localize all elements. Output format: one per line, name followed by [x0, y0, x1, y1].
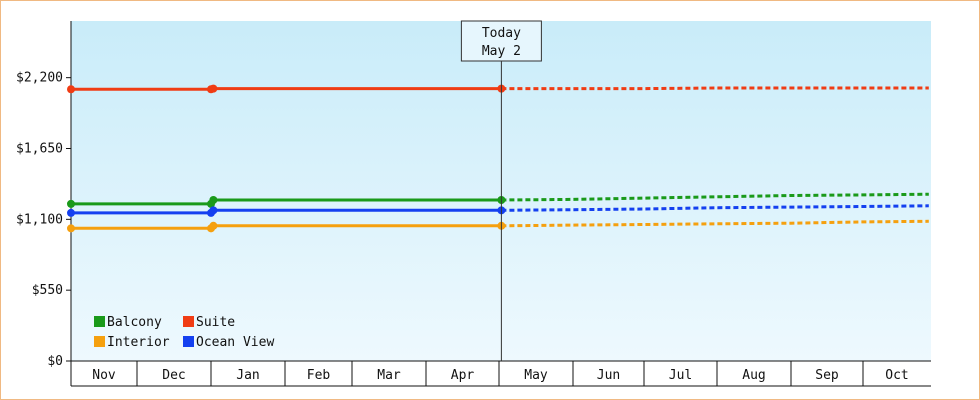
x-tick-label: Sep — [815, 368, 839, 383]
legend-label: Ocean View — [196, 335, 274, 350]
data-point — [67, 85, 75, 94]
x-tick-label: Jan — [236, 368, 259, 383]
legend-swatch — [94, 336, 105, 347]
x-tick-label: Dec — [162, 368, 185, 383]
data-point — [67, 208, 75, 217]
legend-label: Balcony — [107, 315, 162, 330]
y-tick-label: $0 — [47, 354, 63, 369]
y-tick-label: $1,650 — [16, 142, 63, 157]
x-tick-label: May — [524, 368, 548, 383]
series-projection-2 — [501, 219, 929, 228]
data-point — [67, 199, 75, 208]
axes: $0 $550 $1,100 $1,650 $2,200 Nov Dec Jan Feb Mar A… — [16, 21, 931, 387]
data-point — [67, 224, 75, 233]
today-label: Today — [482, 26, 521, 41]
x-tick-label: Apr — [451, 368, 475, 383]
x-tick-label: Jul — [669, 368, 692, 383]
y-tick-label: $2,200 — [16, 71, 63, 86]
data-point — [209, 206, 218, 215]
data-point — [209, 196, 218, 205]
today-marker: Today May 2 — [460, 20, 542, 361]
legend-swatch — [183, 316, 194, 327]
legend: Balcony Suite Interior Ocean View — [94, 315, 274, 350]
legend-swatch — [94, 316, 105, 327]
x-tick-label: Jun — [597, 368, 620, 383]
y-tick-label: $1,100 — [16, 212, 63, 227]
legend-swatch — [183, 336, 194, 347]
today-box — [460, 20, 542, 62]
y-tick-label: $550 — [32, 283, 63, 298]
x-tick-label: Aug — [742, 368, 765, 383]
x-tick-label: Nov — [92, 368, 116, 383]
legend-label: Suite — [196, 315, 235, 330]
series-projection-1 — [501, 86, 929, 91]
x-tick-label: Mar — [377, 368, 401, 383]
series-projection-3 — [501, 204, 929, 212]
x-tick-label: Oct — [885, 368, 908, 383]
legend-label: Interior — [107, 335, 170, 350]
x-tick-label: Feb — [307, 368, 331, 383]
data-point — [209, 84, 218, 93]
series-projection-0 — [501, 192, 929, 202]
data-point — [209, 221, 218, 230]
series-line-1 — [71, 87, 502, 91]
series-layer — [67, 84, 929, 233]
today-date: May 2 — [482, 44, 521, 59]
